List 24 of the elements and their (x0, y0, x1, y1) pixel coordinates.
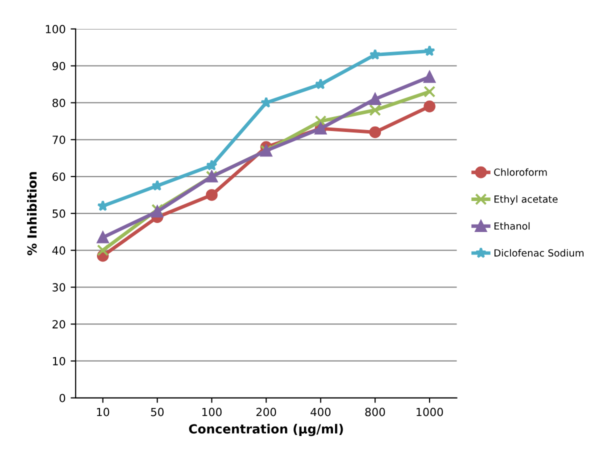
x-tick-label: 10 (97, 408, 110, 416)
y-tick-label: 50 (52, 209, 66, 218)
x-tick-label: 400 (310, 408, 331, 416)
x-tick-label: 800 (365, 408, 385, 416)
y-tick-label: 10 (52, 356, 66, 366)
x-tick-label: 100 (202, 408, 222, 416)
legend-label: Diclofenac Sodium (494, 249, 584, 257)
y-tick-label: 90 (52, 62, 66, 70)
y-tick-label: 0 (60, 394, 66, 402)
x-tick-label: 200 (256, 408, 276, 416)
x-axis-title: Concentration (µg/ml) (189, 424, 343, 436)
x-tick-label: 50 (151, 408, 164, 416)
legend-label: Ethanol (494, 222, 530, 230)
y-tick-label: 30 (52, 283, 66, 292)
legend-label: Ethyl acetate (494, 195, 558, 205)
y-tick-label: 40 (52, 246, 66, 255)
y-tick-label: 70 (52, 136, 66, 144)
y-tick-label: 60 (52, 172, 66, 181)
y-tick-label: 100 (46, 24, 66, 34)
y-tick-label: 80 (52, 98, 66, 108)
y-tick-label: 20 (52, 320, 66, 328)
y-axis-title: % Inhibition (27, 172, 37, 256)
x-tick-label: 1000 (416, 408, 443, 416)
legend-label: Chloroform (494, 168, 547, 176)
